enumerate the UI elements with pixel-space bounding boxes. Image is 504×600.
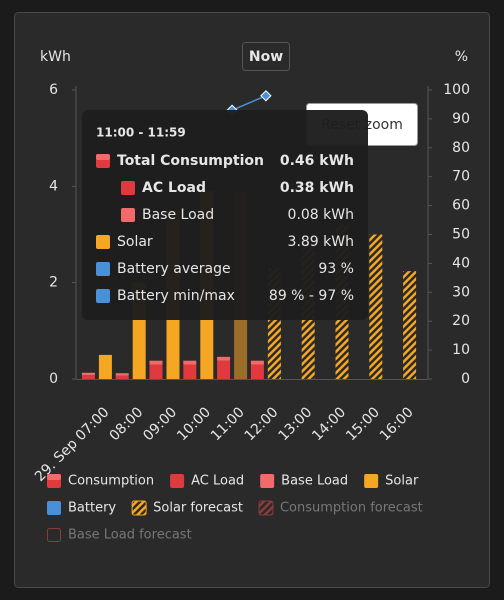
icon bbox=[131, 500, 147, 516]
legend-item[interactable]: Consumption forecast bbox=[258, 500, 423, 516]
legend-item[interactable]: Base Load bbox=[260, 474, 348, 489]
legend-label: Solar bbox=[385, 474, 419, 489]
y2-tick-label: 0 bbox=[461, 371, 470, 387]
battery-line bbox=[231, 95, 267, 111]
icon-top bbox=[96, 154, 110, 160]
icon bbox=[47, 528, 61, 542]
icon bbox=[170, 474, 185, 488]
y-tick-label: 0 bbox=[49, 371, 58, 387]
tooltip-value: 3.89 kWh bbox=[288, 234, 354, 250]
bar bbox=[183, 364, 197, 379]
y2-tick-label: 40 bbox=[452, 255, 470, 271]
legend-item[interactable]: Base Load forecast bbox=[47, 528, 192, 543]
tooltip-title: 11:00 - 11:59 bbox=[96, 126, 186, 140]
forecast-bar bbox=[403, 271, 417, 379]
bar bbox=[183, 360, 197, 365]
y2-tick-label: 70 bbox=[452, 169, 470, 185]
y2-axis-title: % bbox=[455, 49, 468, 65]
legend-label: Solar forecast bbox=[153, 501, 243, 516]
y-tick-label: 2 bbox=[49, 275, 58, 291]
battery-point bbox=[260, 90, 272, 102]
tooltip-label: Battery average bbox=[117, 261, 231, 277]
icon bbox=[96, 235, 110, 249]
legend-label: Base Load bbox=[281, 474, 348, 489]
legend-item[interactable]: Solar forecast bbox=[131, 500, 243, 516]
bar bbox=[250, 360, 264, 365]
tooltip-label: Total Consumption bbox=[117, 153, 264, 169]
bar bbox=[81, 375, 95, 379]
bar bbox=[81, 372, 95, 376]
legend-item[interactable]: AC Load bbox=[170, 474, 244, 489]
y2-tick-label: 60 bbox=[452, 198, 470, 214]
tooltip-value: 89 % - 97 % bbox=[269, 288, 354, 304]
legend-label: Battery bbox=[68, 501, 116, 516]
bar bbox=[149, 364, 163, 379]
y2-tick-label: 30 bbox=[452, 284, 470, 300]
tooltip-value: 93 % bbox=[318, 261, 354, 277]
tooltip-label: Solar bbox=[117, 234, 153, 250]
icon bbox=[364, 474, 379, 488]
icon bbox=[47, 501, 61, 515]
tooltip-value: 0.46 kWh bbox=[280, 153, 354, 169]
bar bbox=[149, 360, 163, 365]
bar bbox=[115, 373, 129, 376]
y2-tick-label: 90 bbox=[452, 111, 470, 127]
forecast-bar bbox=[369, 234, 383, 379]
icon bbox=[260, 474, 275, 488]
y2-tick-label: 50 bbox=[452, 227, 470, 243]
bar bbox=[217, 360, 231, 379]
y2-tick-label: 80 bbox=[452, 140, 470, 156]
legend-label: Consumption bbox=[68, 474, 154, 489]
y2-tick-label: 20 bbox=[452, 313, 470, 329]
bar bbox=[250, 364, 264, 379]
legend-label: Consumption forecast bbox=[280, 501, 423, 516]
tooltip bbox=[82, 110, 368, 320]
y-tick-label: 4 bbox=[49, 178, 58, 194]
y2-tick-label: 100 bbox=[443, 82, 470, 98]
tooltip-label: Base Load bbox=[142, 207, 214, 223]
legend-item[interactable]: Consumption bbox=[47, 474, 154, 489]
icon bbox=[96, 289, 110, 303]
y-tick-label: 6 bbox=[49, 82, 58, 98]
bar bbox=[98, 354, 112, 379]
tooltip-value: 0.08 kWh bbox=[288, 207, 354, 223]
icon bbox=[121, 181, 135, 195]
icon bbox=[258, 500, 274, 516]
legend-item[interactable]: Battery bbox=[47, 501, 116, 516]
tooltip-value: 0.38 kWh bbox=[280, 180, 354, 196]
y2-tick-label: 10 bbox=[452, 342, 470, 358]
icon bbox=[96, 262, 110, 276]
now-button[interactable] bbox=[242, 42, 290, 71]
legend-label: AC Load bbox=[191, 474, 244, 489]
now-button-label[interactable]: Now bbox=[249, 49, 283, 65]
tooltip-label: AC Load bbox=[142, 180, 206, 196]
bar bbox=[217, 356, 231, 361]
bar bbox=[115, 375, 129, 379]
icon bbox=[121, 208, 135, 222]
legend-label: Base Load forecast bbox=[68, 528, 192, 543]
icon-top bbox=[47, 474, 61, 480]
y-axis-title: kWh bbox=[40, 49, 71, 65]
legend-item[interactable]: Solar bbox=[364, 474, 419, 489]
tooltip-label: Battery min/max bbox=[117, 288, 235, 304]
